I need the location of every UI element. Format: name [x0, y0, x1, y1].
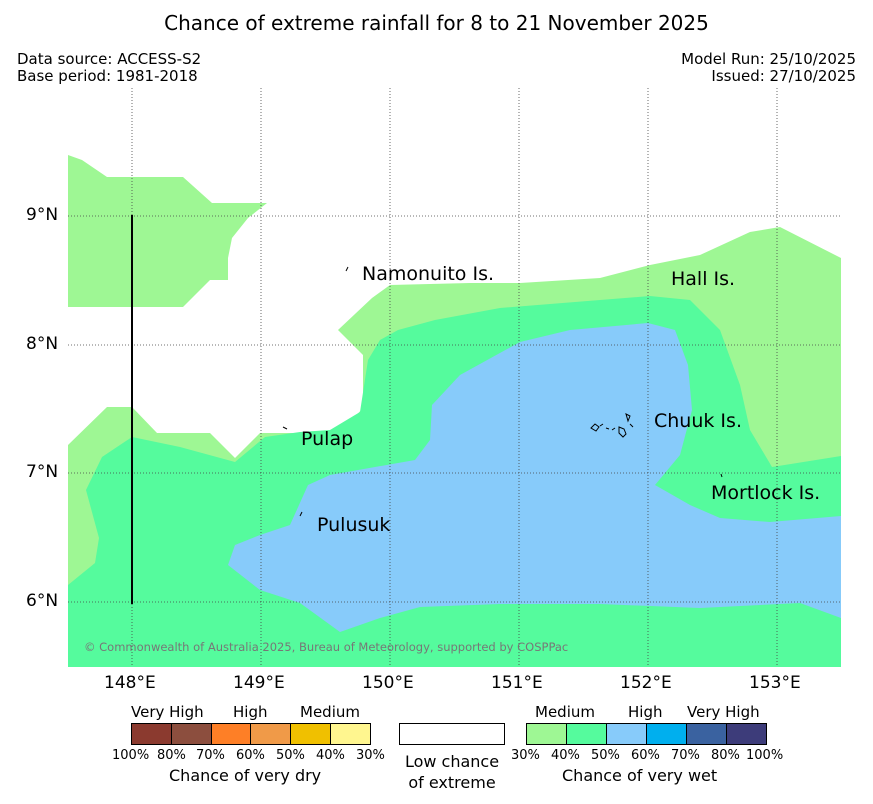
region-50-60-wet: [228, 323, 841, 632]
legend-wet-category: High: [628, 703, 663, 721]
copyright-notice: © Commonwealth of Australia 2025, Bureau…: [84, 640, 569, 654]
legend-wet-tick: 80%: [711, 748, 740, 763]
legend-wet-tick: 100%: [746, 748, 784, 763]
legend-wet-swatch: [527, 724, 566, 744]
legend-wet-tick: 30%: [511, 748, 540, 763]
legend-wet-swatch: [726, 724, 766, 744]
legend-dry-title: Chance of very dry: [169, 766, 322, 785]
legend-dry-swatch: [330, 724, 370, 744]
legend-wet-tick: 50%: [591, 748, 620, 763]
legend-wet-swatch: [566, 724, 606, 744]
x-tick-label: 150°E: [362, 673, 414, 693]
legend-low-chance-swatch: [399, 723, 505, 745]
legend-dry-tick: 30%: [356, 748, 385, 763]
rainfall-map[interactable]: [68, 88, 841, 667]
legend-dry-tick: 50%: [276, 748, 305, 763]
place-label-pulap: Pulap: [301, 428, 354, 450]
place-label-namonuito: Namonuito Is.: [362, 263, 495, 285]
base-period-label: Base period: 1981-2018: [17, 67, 198, 85]
data-source-label: Data source: ACCESS-S2: [17, 50, 202, 68]
y-tick-label: 7°N: [26, 462, 59, 482]
legend-wet-swatch: [646, 724, 686, 744]
place-label-chuuk: Chuuk Is.: [654, 410, 742, 432]
y-tick-label: 9°N: [26, 205, 59, 225]
map-grid: [68, 88, 841, 667]
legend-dry-tick: 70%: [196, 748, 225, 763]
issued-label: Issued: 27/10/2025: [711, 67, 856, 85]
place-label-pulusuk: Pulusuk: [317, 514, 391, 536]
legend-wet-tick: 70%: [671, 748, 700, 763]
legend-dry-colorbar: [131, 723, 371, 745]
legend-low-chance-title-line1: Low chance: [404, 752, 500, 771]
place-label-hall: Hall Is.: [671, 268, 736, 290]
legend-dry-swatch: [170, 724, 211, 744]
island-markers: [282, 266, 723, 517]
place-label-mortlock: Mortlock Is.: [711, 482, 821, 504]
model-run-label: Model Run: 25/10/2025: [681, 50, 856, 68]
legend-wet-swatch: [606, 724, 646, 744]
map-canvas: [68, 88, 841, 667]
legend-dry-swatch: [132, 724, 171, 744]
x-tick-label: 149°E: [233, 673, 285, 693]
legend-wet-category: Medium: [535, 703, 595, 721]
x-tick-label: 153°E: [749, 673, 801, 693]
y-tick-label: 8°N: [26, 334, 59, 354]
legend-wet-tick: 40%: [551, 748, 580, 763]
map-title: Chance of extreme rainfall for 8 to 21 N…: [164, 11, 709, 35]
legend-dry-tick: 80%: [157, 748, 186, 763]
x-tick-label: 152°E: [620, 673, 672, 693]
legend-wet-colorbar: [526, 723, 767, 745]
legend-dry-swatch: [250, 724, 291, 744]
legend-wet-title: Chance of very wet: [562, 766, 718, 785]
legend-dry-swatch: [290, 724, 331, 744]
legend-dry-tick: 60%: [236, 748, 265, 763]
x-tick-label: 148°E: [104, 673, 156, 693]
legend-low-chance-title-line2: of extreme: [408, 773, 496, 792]
legend-dry-category: High: [233, 703, 268, 721]
legend-dry-category: Medium: [300, 703, 360, 721]
y-tick-label: 6°N: [26, 591, 59, 611]
legend-dry-swatch: [210, 724, 251, 744]
legend-dry-category: Very High: [131, 703, 204, 721]
legend-dry-tick: 100%: [112, 748, 150, 763]
legend-wet-swatch: [686, 724, 726, 744]
x-tick-label: 151°E: [491, 673, 543, 693]
legend-wet-tick: 60%: [631, 748, 660, 763]
legend-wet-category: Very High: [687, 703, 760, 721]
legend-dry-tick: 40%: [316, 748, 345, 763]
